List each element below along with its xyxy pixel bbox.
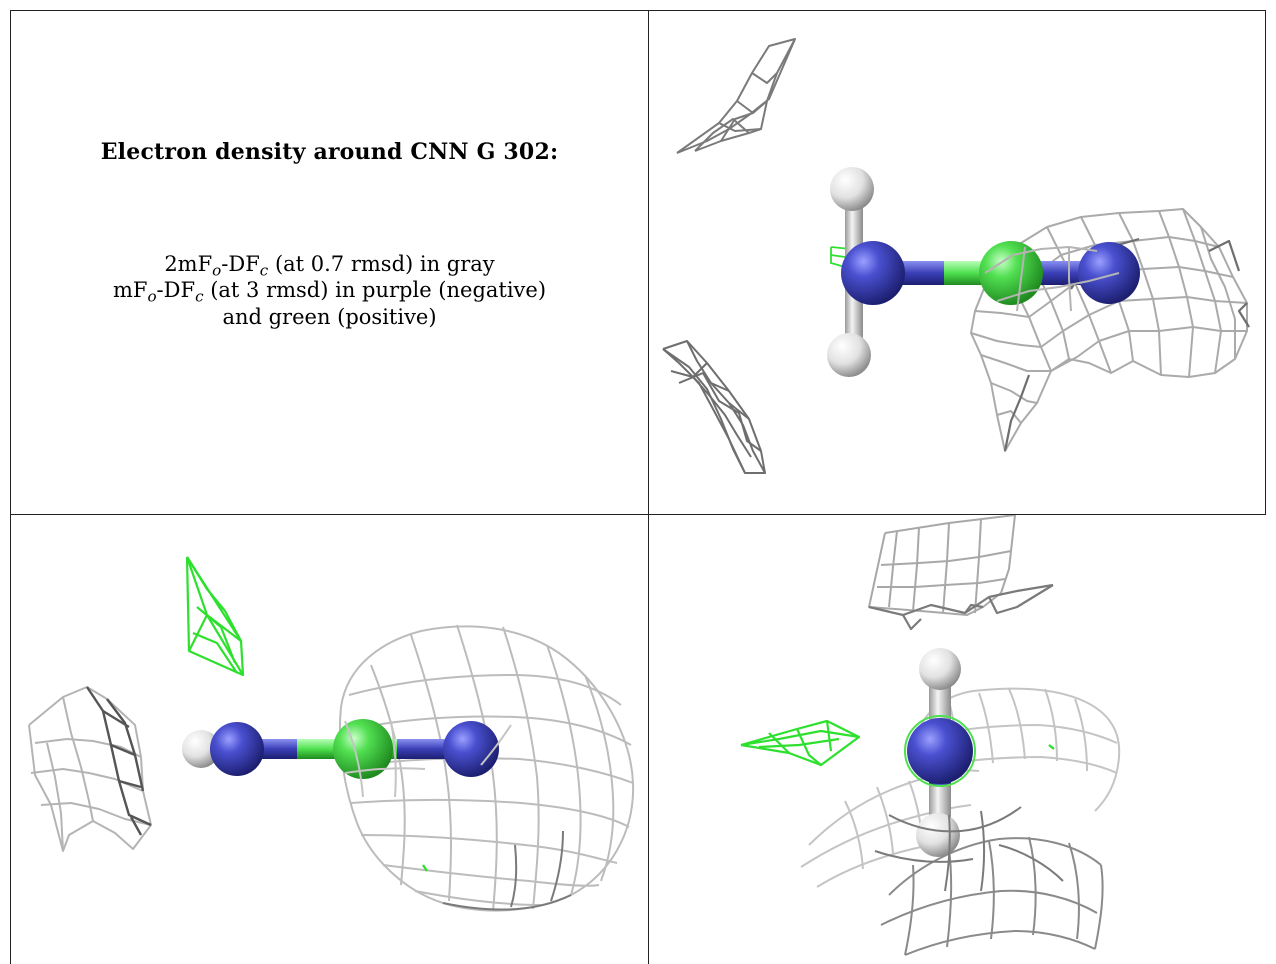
- green-mesh-fragment: [185, 556, 245, 677]
- caption-line1-mid: -DF: [221, 252, 260, 276]
- table-divider-vertical: [648, 10, 649, 964]
- gray-mesh-fragment: [676, 38, 796, 154]
- caption-line2-pre: mF: [112, 278, 148, 303]
- green-mesh-fleck: [422, 864, 428, 872]
- gray-mesh-cage-lower: [880, 836, 1104, 956]
- table-divider-horizontal: [10, 514, 1266, 515]
- caption-line-2mfo: 2mFo-DFc (at 0.7 rmsd) in gray: [113, 251, 546, 280]
- caption-line2-sub-o: o: [147, 287, 157, 306]
- caption-line-green: and green (positive): [222, 304, 437, 329]
- gray-mesh-overlay: [984, 245, 1120, 312]
- gray-mesh-fragment-dark: [86, 686, 152, 836]
- table-border-top: [10, 10, 1266, 11]
- caption-line-mfo: mFo-DFc (at 3 rmsd) in purple (negative): [112, 277, 547, 306]
- nitrogen-atom: [1078, 242, 1140, 304]
- gray-mesh-fragment: [662, 340, 766, 474]
- density-panel-bottom-left: [11, 515, 648, 964]
- gray-mesh-cage: [800, 687, 1121, 888]
- hydrogen-atom: [830, 167, 874, 211]
- gray-mesh-fragment: [28, 686, 152, 852]
- hydrogen-atom: [916, 813, 960, 857]
- density-panel-bottom-right: [649, 515, 1276, 964]
- density-view-2: [28, 556, 635, 912]
- nitrogen-atom: [210, 722, 264, 776]
- caption-line1-sub-c: c: [259, 261, 269, 280]
- caption-line1-pre: 2mF: [164, 252, 213, 276]
- caption-body: 2mFo-DFc (at 0.7 rmsd) in gray mFo-DFc (…: [113, 251, 546, 330]
- density-panel-top-right: [649, 11, 1265, 514]
- hydrogen-atom: [919, 648, 961, 690]
- molecule-model: [827, 167, 1140, 377]
- green-mesh-fragment: [740, 719, 861, 767]
- density-view-3: [740, 515, 1121, 956]
- caption-title: Electron density around CNN G 302:: [100, 139, 559, 165]
- caption-line1-post: (at 0.7 rmsd) in gray: [268, 252, 495, 276]
- carbon-rim: [904, 715, 976, 787]
- gray-mesh-cage-shadow: [442, 830, 572, 911]
- hydrogen-atom: [827, 333, 871, 377]
- green-mesh-fleck: [1048, 744, 1055, 750]
- density-view-1: [662, 38, 1250, 474]
- gray-mesh-fragment-dark: [868, 583, 1054, 631]
- caption-line2-post: (at 3 rmsd) in purple (negative): [203, 278, 547, 303]
- gray-mesh-fragment: [868, 515, 1016, 616]
- nitrogen-atom: [907, 718, 973, 784]
- caption-line1-sub-o: o: [212, 261, 222, 280]
- gray-mesh-overlay: [874, 806, 1064, 892]
- gray-mesh-cage: [338, 624, 635, 912]
- caption-line2-mid: -DF: [156, 278, 196, 303]
- nitrogen-atom: [841, 241, 905, 305]
- gray-mesh-overlay: [344, 720, 512, 798]
- carbon-atom: [333, 719, 393, 779]
- molecule-model: [182, 719, 499, 779]
- caption-cell: Electron density around CNN G 302: 2mFo-…: [11, 11, 648, 514]
- table-border-left: [10, 10, 11, 964]
- hydrogen-atom: [182, 730, 220, 768]
- nitrogen-atom: [443, 721, 499, 777]
- caption-line2-sub-c: c: [195, 287, 204, 306]
- table-border-right: [1265, 10, 1266, 515]
- carbon-atom: [979, 241, 1043, 305]
